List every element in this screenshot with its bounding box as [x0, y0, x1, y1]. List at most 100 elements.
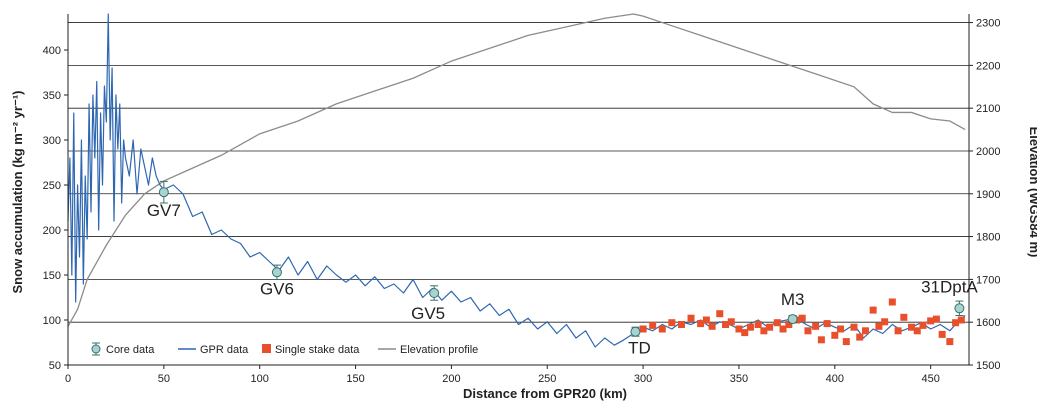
y-right-tick-label-1: 1600 [976, 317, 1000, 329]
stake-point-44 [938, 330, 946, 338]
x-tick-label-2: 100 [251, 373, 269, 385]
core-site-label-4: M3 [781, 290, 805, 309]
y-left-tick-label-5: 300 [43, 135, 61, 147]
gpr-data-line [67, 13, 966, 348]
core-point-1 [271, 267, 282, 278]
y-right-tick-label-8: 2300 [976, 18, 1000, 30]
y-right-tick-label-7: 2200 [976, 60, 1000, 72]
grid-lines [68, 22, 969, 366]
y-left-tick-label-4: 250 [43, 180, 61, 192]
stake-point-27 [831, 331, 839, 339]
x-tick-label-0: 0 [65, 373, 71, 385]
x-tick-label-7: 350 [730, 373, 748, 385]
stake-point-18 [773, 319, 781, 327]
y-right-tick-label-2: 1700 [976, 274, 1000, 286]
y-left-tick-label-2: 150 [43, 270, 61, 282]
stake-point-32 [861, 327, 869, 335]
core-site-label-2: GV5 [411, 304, 445, 323]
core-site-label-1: GV6 [260, 279, 294, 298]
stake-point-5 [687, 314, 695, 322]
stake-point-47 [957, 316, 965, 324]
stake-point-15 [754, 321, 762, 328]
stake-point-4 [677, 321, 685, 328]
legend-elevation-label: Elevation profile [400, 344, 478, 356]
stake-point-26 [823, 320, 831, 328]
y-left-tick-labels: 50 100 150 200 250 300 350 400 [43, 45, 68, 372]
elevation-profile-layer [67, 13, 966, 327]
x-tick-label-6: 300 [634, 373, 652, 385]
core-site-label-5: 31DptA [921, 277, 978, 296]
stake-point-24 [812, 322, 820, 330]
stake-point-28 [837, 325, 845, 333]
stake-point-23 [804, 327, 812, 335]
stake-point-8 [708, 322, 716, 330]
y-left-tick-label-0: 50 [49, 360, 61, 372]
stake-point-36 [888, 298, 896, 306]
core-site-label-3: TD [628, 339, 651, 358]
y-right-tick-label-3: 1800 [976, 232, 1000, 244]
stake-point-17 [766, 323, 774, 331]
y-right-tick-label-5: 2000 [976, 146, 1000, 158]
stake-point-31 [856, 333, 864, 341]
elevation-profile-line [67, 13, 966, 327]
stake-point-41 [919, 321, 927, 329]
x-tick-label-4: 200 [442, 373, 460, 385]
y-right-tick-label-6: 2100 [976, 103, 1000, 115]
core-site-label-0: GV7 [147, 201, 181, 220]
stake-point-10 [722, 321, 730, 328]
stake-point-9 [716, 310, 724, 318]
stake-point-1 [649, 321, 657, 329]
axes [67, 14, 970, 366]
stake-point-34 [875, 322, 883, 330]
y-right-tick-label-0: 1500 [976, 360, 1000, 372]
y-left-axis-title: Snow accumulation (kg m⁻² yr⁻¹) [10, 91, 25, 294]
legend-elevation: Elevation profile [378, 344, 478, 356]
core-point-3 [630, 326, 641, 337]
stake-point-22 [798, 314, 806, 322]
legend-stake-label: Single stake data [275, 344, 360, 356]
x-tick-label-9: 450 [921, 373, 939, 385]
x-tick-label-8: 400 [826, 373, 844, 385]
stake-point-20 [785, 321, 793, 328]
gpr-data-layer [67, 13, 966, 348]
x-tick-label-3: 150 [346, 373, 364, 385]
stake-point-12 [735, 325, 743, 333]
legend: Core data GPR data Single stake data Ele… [91, 342, 478, 356]
y-left-tick-label-7: 400 [43, 45, 61, 57]
legend-core: Core data [91, 342, 155, 356]
stake-point-35 [881, 318, 889, 326]
stake-point-33 [869, 306, 877, 314]
y-right-tick-label-4: 1900 [976, 189, 1000, 201]
stake-point-46 [952, 319, 960, 327]
y-left-tick-label-3: 200 [43, 225, 61, 237]
stake-point-37 [894, 327, 902, 335]
stake-point-13 [741, 329, 749, 337]
legend-core-label: Core data [106, 344, 155, 356]
legend-gpr-label: GPR data [200, 344, 249, 356]
core-point-5 [954, 303, 965, 314]
legend-stake: Single stake data [262, 344, 360, 356]
y-right-axis-title: Elevation (WGS84 m) [1027, 127, 1037, 258]
stake-point-14 [746, 323, 754, 331]
x-tick-label-5: 250 [538, 373, 556, 385]
y-left-tick-label-1: 100 [43, 315, 61, 327]
x-tick-labels: 0 50 100 150 200 250 300 350 400 450 [65, 365, 940, 385]
stake-point-2 [658, 325, 666, 333]
x-tick-label-1: 50 [158, 373, 170, 385]
stake-point-6 [697, 320, 705, 328]
stake-point-38 [900, 313, 908, 321]
stake-point-42 [927, 317, 935, 325]
single-stake-layer [639, 298, 965, 346]
stake-point-45 [946, 338, 954, 346]
core-point-4 [787, 314, 798, 325]
stake-point-39 [907, 323, 915, 331]
stake-point-16 [760, 327, 768, 335]
stake-point-0 [639, 325, 647, 333]
stake-point-19 [779, 325, 787, 333]
core-point-0 [158, 187, 169, 198]
stake-point-3 [668, 319, 676, 327]
x-axis-title: Distance from GPR20 (km) [463, 386, 627, 401]
core-data-layer: GV7 GV6 GV5 TD M3 31DptA [147, 180, 978, 358]
stake-point-11 [727, 318, 735, 326]
